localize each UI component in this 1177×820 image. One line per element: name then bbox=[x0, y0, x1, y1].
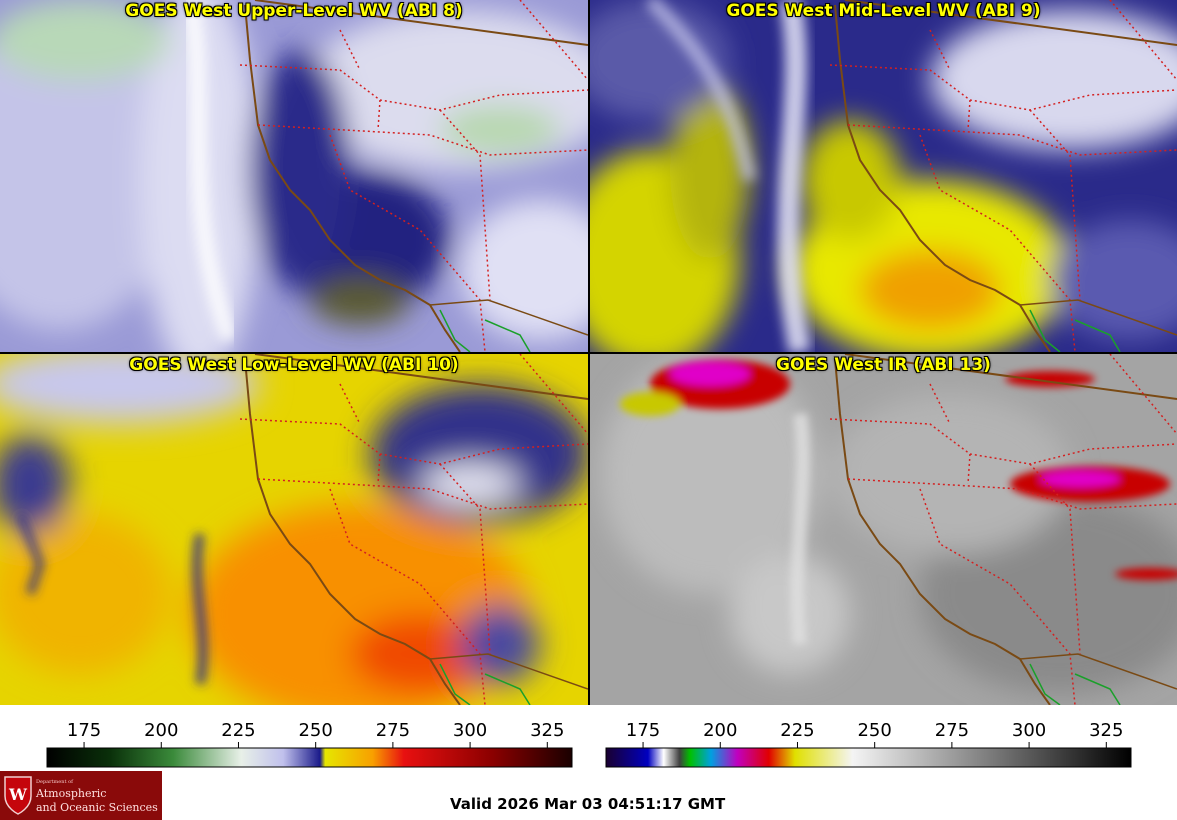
infrared-colorbar-svg: 175 200 225 250 275 300 325 bbox=[605, 720, 1132, 768]
colorbar-tick-label: 175 bbox=[67, 720, 101, 741]
low-level-wv-boundaries bbox=[239, 354, 588, 705]
logo-department: Department of bbox=[36, 779, 73, 785]
panel-title: GOES West Upper-Level WV (ABI 8) bbox=[125, 1, 463, 21]
infrared-image bbox=[590, 354, 1177, 705]
water-vapor-colorbar: 175 200 225 250 275 300 325 bbox=[46, 705, 573, 770]
panel-title: GOES West IR (ABI 13) bbox=[776, 355, 991, 375]
infrared-colorbar: 175 200 225 250 275 300 325 bbox=[605, 705, 1132, 770]
colorbar-gradient bbox=[605, 747, 1132, 768]
colorbar-gradient bbox=[46, 747, 573, 768]
colorbar-tick-label: 200 bbox=[703, 720, 737, 741]
panel-divider-horizontal bbox=[0, 352, 1177, 354]
mid-level-wv-boundaries bbox=[829, 0, 1177, 352]
colorbar-tick-label: 175 bbox=[626, 720, 660, 741]
colorbar-tick-label: 200 bbox=[144, 720, 178, 741]
colorbar-tick-label: 300 bbox=[1012, 720, 1046, 741]
panel-title: GOES West Mid-Level WV (ABI 9) bbox=[726, 1, 1041, 21]
upper-level-wv-boundaries bbox=[239, 0, 588, 352]
water-vapor-colorbar-svg: 175 200 225 250 275 300 325 bbox=[46, 720, 573, 768]
colorbar-tick-label: 250 bbox=[857, 720, 891, 741]
uw-crest-icon: W bbox=[4, 776, 32, 815]
low-level-wv-panel: GOES West Low-Level WV (ABI 10) bbox=[0, 354, 588, 705]
colorbar-tick-label: 325 bbox=[1089, 720, 1123, 741]
aos-logo: W Department of Atmospheric and Oceanic … bbox=[0, 771, 162, 820]
logo-line-2: and Oceanic Sciences bbox=[36, 801, 158, 814]
upper-level-wv-image bbox=[0, 0, 588, 352]
svg-text:W: W bbox=[8, 785, 28, 804]
panel-title: GOES West Low-Level WV (ABI 10) bbox=[129, 355, 459, 375]
colorbar-tick-label: 225 bbox=[780, 720, 814, 741]
infrared-panel: GOES West IR (ABI 13) bbox=[590, 354, 1177, 705]
infrared-boundaries bbox=[829, 354, 1177, 705]
valid-time: Valid 2026 Mar 03 04:51:17 GMT bbox=[450, 795, 726, 813]
colorbar-tick-label: 300 bbox=[453, 720, 487, 741]
colorbar-tick-label: 275 bbox=[376, 720, 410, 741]
colorbar-tick-label: 275 bbox=[935, 720, 969, 741]
upper-level-wv-panel: GOES West Upper-Level WV (ABI 8) bbox=[0, 0, 588, 352]
colorbar-tick-label: 250 bbox=[298, 720, 332, 741]
colorbar-tick-label: 325 bbox=[530, 720, 564, 741]
colorbar-tick-label: 225 bbox=[221, 720, 255, 741]
low-level-wv-image bbox=[0, 354, 588, 705]
logo-line-1: Atmospheric bbox=[36, 787, 107, 800]
mid-level-wv-panel: GOES West Mid-Level WV (ABI 9) bbox=[590, 0, 1177, 352]
mid-level-wv-image bbox=[590, 0, 1177, 352]
